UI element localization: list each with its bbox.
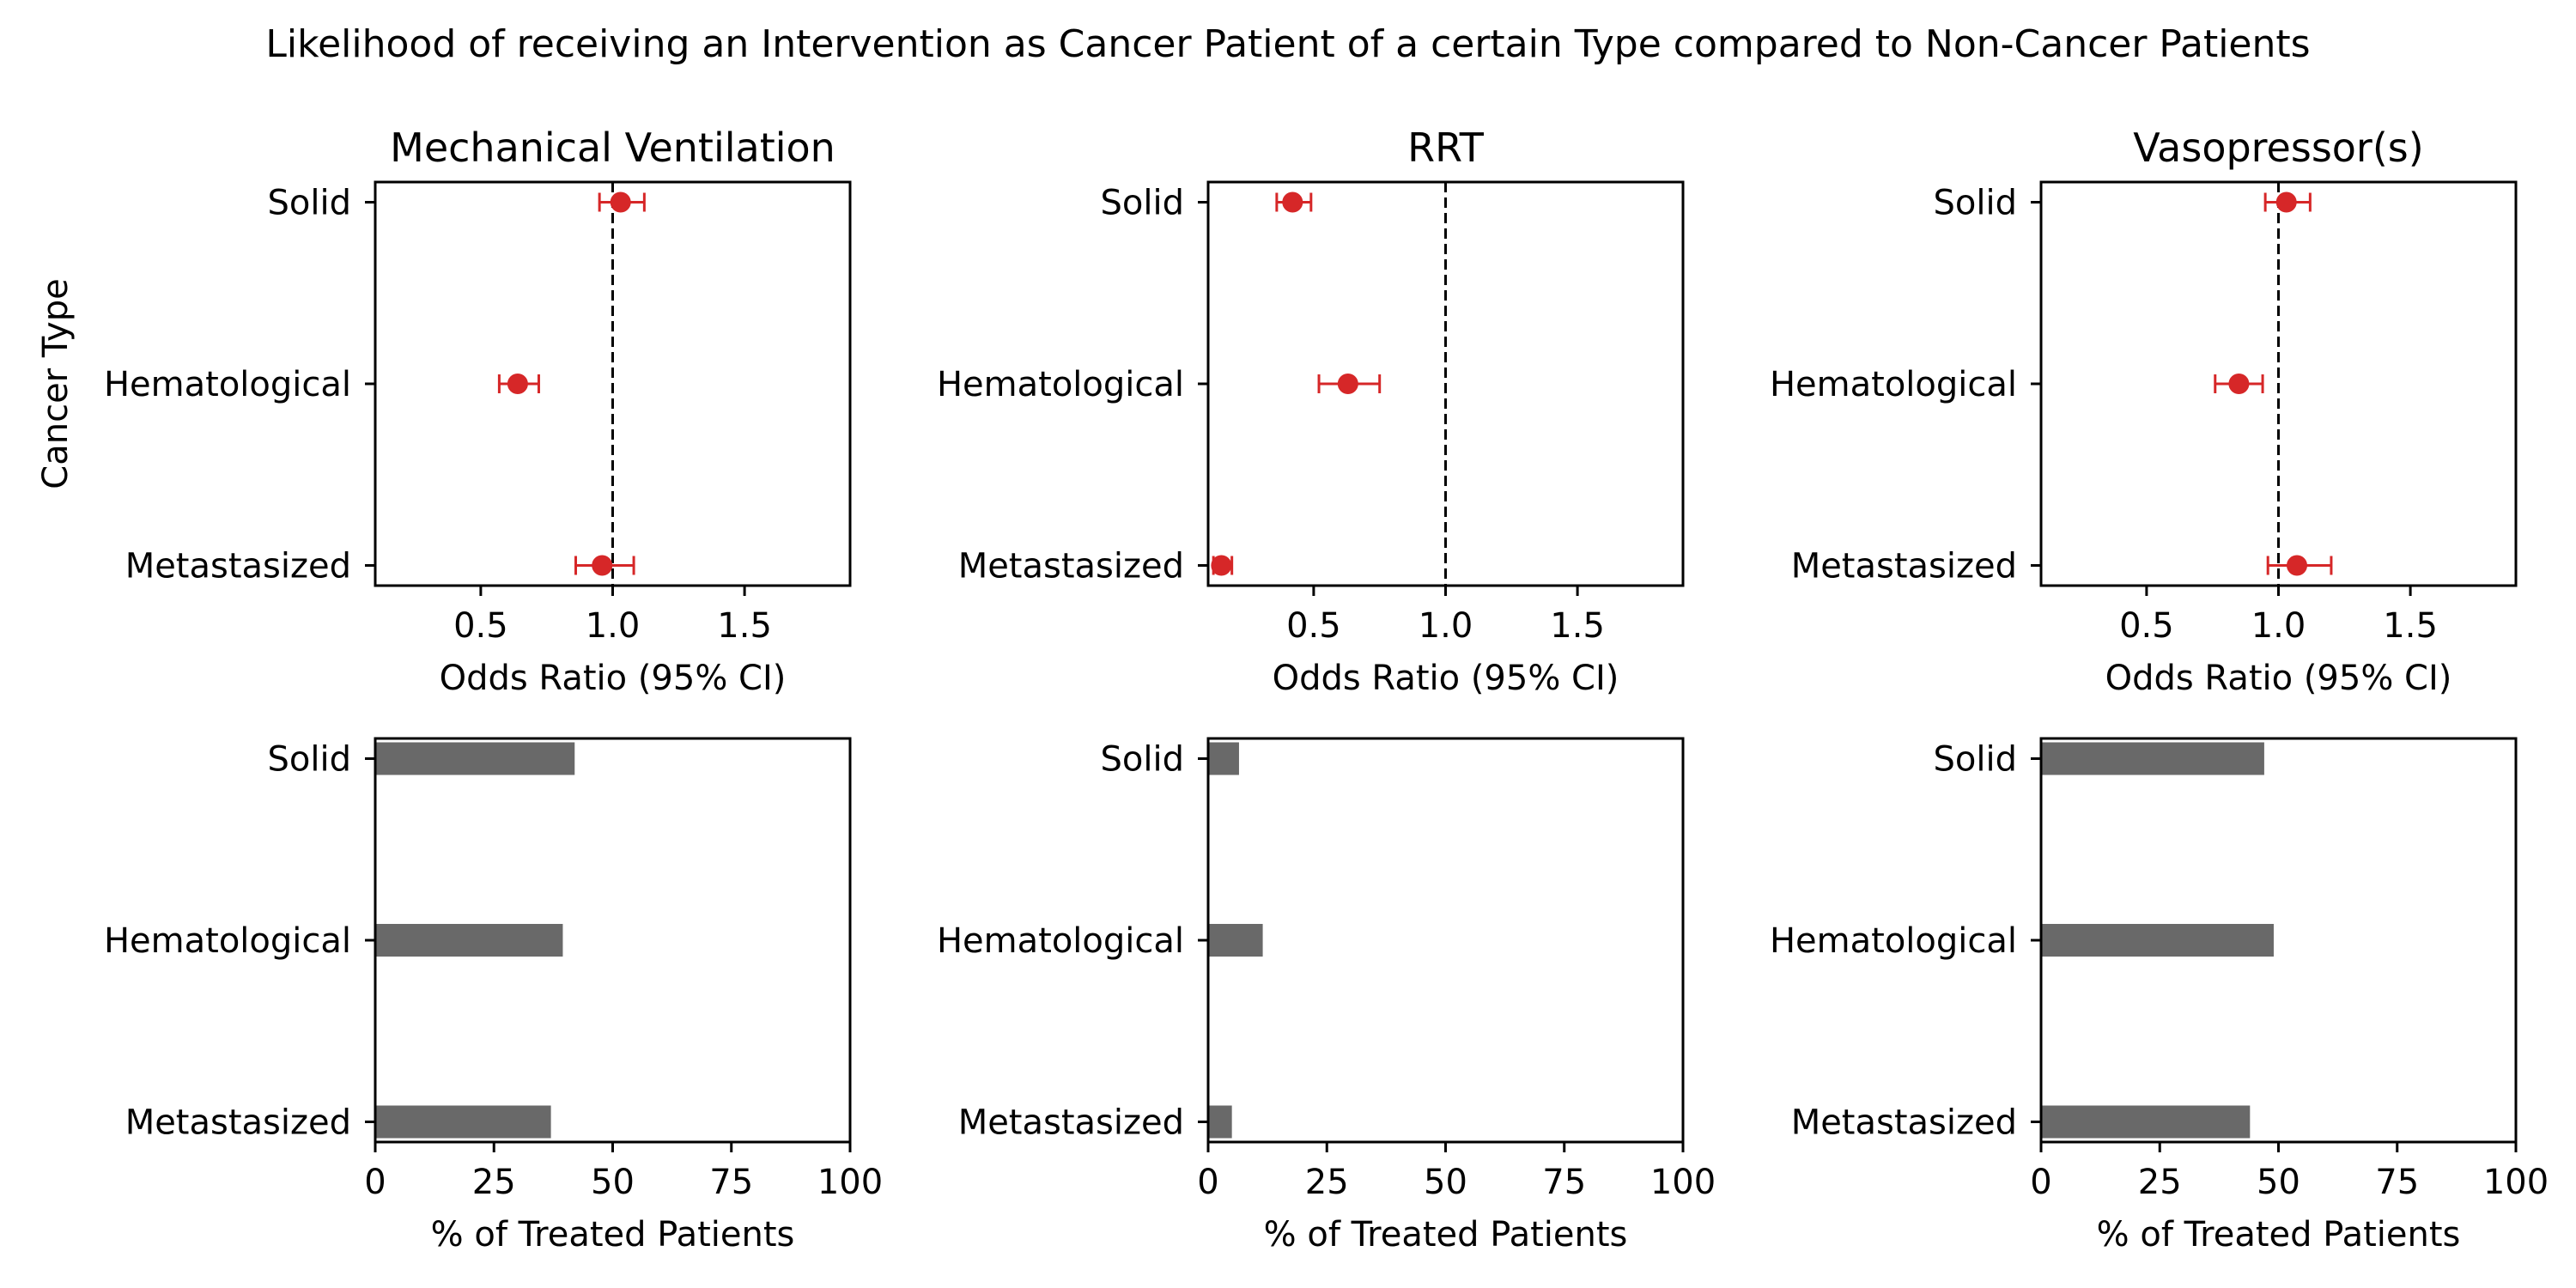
x-axis-label: % of Treated Patients xyxy=(1264,1215,1628,1255)
y-tick-label: Metastasized xyxy=(125,547,351,586)
x-tick-label: 0 xyxy=(2030,1163,2051,1202)
y-tick-label: Solid xyxy=(1934,740,2017,780)
y-axis-label: Cancer Type xyxy=(36,278,76,489)
y-tick-label: Metastasized xyxy=(958,1103,1184,1143)
x-tick-label: 0.5 xyxy=(453,606,508,646)
x-tick-label: 100 xyxy=(2483,1163,2549,1202)
panel-6: Solid Hematological Metastasized 0 25 50 75 100… xyxy=(1770,737,2549,1255)
x-tick-label: 0.5 xyxy=(1286,606,1341,646)
y-tick-label: Hematological xyxy=(937,921,1184,961)
point-metastasized xyxy=(2266,555,2333,576)
x-tick-label: 1.0 xyxy=(586,606,641,646)
point-hematological xyxy=(2214,374,2264,394)
panel-title: Vasopressor(s) xyxy=(2133,125,2423,171)
x-tick-label: 50 xyxy=(591,1163,635,1202)
bar-solid xyxy=(375,742,575,775)
panel-4: Solid Hematological Metastasized 0 25 50 75 100… xyxy=(104,737,883,1255)
y-tick-label: Metastasized xyxy=(1791,1103,2017,1143)
panel-title: Mechanical Ventilation xyxy=(390,125,835,171)
x-tick-label: 75 xyxy=(709,1163,753,1202)
figure-title: Likelihood of receiving an Intervention … xyxy=(265,22,2310,66)
y-tick-label: Solid xyxy=(1101,740,1184,780)
x-axis-label: Odds Ratio (95% CI) xyxy=(1273,659,1619,698)
y-tick-label: Hematological xyxy=(104,921,351,961)
x-tick-label: 75 xyxy=(2375,1163,2419,1202)
x-tick-label: 0 xyxy=(1197,1163,1218,1202)
y-tick-label: Hematological xyxy=(1770,921,2017,961)
or-marker xyxy=(1211,555,1232,576)
y-tick-label: Metastasized xyxy=(958,547,1184,586)
x-tick-label: 1.5 xyxy=(2383,606,2438,646)
panel-3: Vasopressor(s) Solid Hematological Metastas… xyxy=(1770,125,2518,698)
y-tick-label: Solid xyxy=(268,740,351,780)
point-hematological xyxy=(497,374,540,394)
y-tick-label: Metastasized xyxy=(1791,547,2017,586)
x-tick-label: 25 xyxy=(1305,1163,1349,1202)
plot-frame xyxy=(1206,737,1685,1144)
y-tick-label: Solid xyxy=(268,184,351,223)
x-tick-label: 1.0 xyxy=(1419,606,1473,646)
x-tick-label: 0 xyxy=(364,1163,386,1202)
x-tick-label: 1.5 xyxy=(1550,606,1605,646)
or-marker xyxy=(2275,191,2297,213)
bar-metastasized xyxy=(375,1105,551,1139)
x-tick-label: 25 xyxy=(2138,1163,2182,1202)
x-tick-label: 50 xyxy=(1424,1163,1467,1202)
point-solid xyxy=(598,191,646,213)
x-tick-label: 75 xyxy=(1542,1163,1586,1202)
point-solid xyxy=(2263,191,2312,213)
bar-metastasized xyxy=(1208,1105,1232,1139)
y-tick-label: Hematological xyxy=(1770,365,2017,404)
bar-hematological xyxy=(375,924,563,957)
y-tick-label: Hematological xyxy=(937,365,1184,404)
bar-solid xyxy=(2041,742,2264,775)
panels-container: Mechanical Ventilation Solid Hematological… xyxy=(36,125,2549,1255)
x-axis-label: Odds Ratio (95% CI) xyxy=(2105,659,2452,698)
x-tick-label: 1.0 xyxy=(2251,606,2306,646)
point-hematological xyxy=(1317,374,1382,394)
panel-2: RRT Solid Hematological Metastasized 0.5 1.0 1… xyxy=(937,125,1685,698)
or-marker xyxy=(2228,374,2250,394)
point-metastasized xyxy=(1211,555,1234,576)
point-metastasized xyxy=(574,555,635,576)
bar-hematological xyxy=(2041,924,2274,957)
y-tick-label: Solid xyxy=(1101,184,1184,223)
point-solid xyxy=(1275,191,1313,213)
x-tick-label: 0.5 xyxy=(2119,606,2174,646)
bar-metastasized xyxy=(2041,1105,2251,1139)
or-marker xyxy=(1282,191,1303,213)
or-marker xyxy=(610,191,631,213)
panel-5: Solid Hematological Metastasized 0 25 50 75 100… xyxy=(937,737,1716,1255)
or-marker xyxy=(1337,374,1358,394)
panel-1: Mechanical Ventilation Solid Hematological… xyxy=(36,125,852,698)
or-marker xyxy=(592,555,613,576)
y-tick-label: Metastasized xyxy=(125,1103,351,1143)
or-marker xyxy=(2287,555,2308,576)
x-tick-label: 100 xyxy=(817,1163,883,1202)
y-tick-label: Solid xyxy=(1934,184,2017,223)
x-tick-label: 25 xyxy=(472,1163,516,1202)
x-tick-label: 1.5 xyxy=(717,606,772,646)
y-tick-label: Hematological xyxy=(104,365,351,404)
x-axis-label: % of Treated Patients xyxy=(431,1215,795,1255)
x-axis-label: % of Treated Patients xyxy=(2097,1215,2461,1255)
or-marker xyxy=(507,374,528,394)
x-axis-label: Odds Ratio (95% CI) xyxy=(440,659,787,698)
panel-title: RRT xyxy=(1407,125,1485,171)
bar-hematological xyxy=(1208,924,1263,957)
bar-solid xyxy=(1208,742,1239,775)
x-tick-label: 100 xyxy=(1650,1163,1716,1202)
x-tick-label: 50 xyxy=(2257,1163,2300,1202)
